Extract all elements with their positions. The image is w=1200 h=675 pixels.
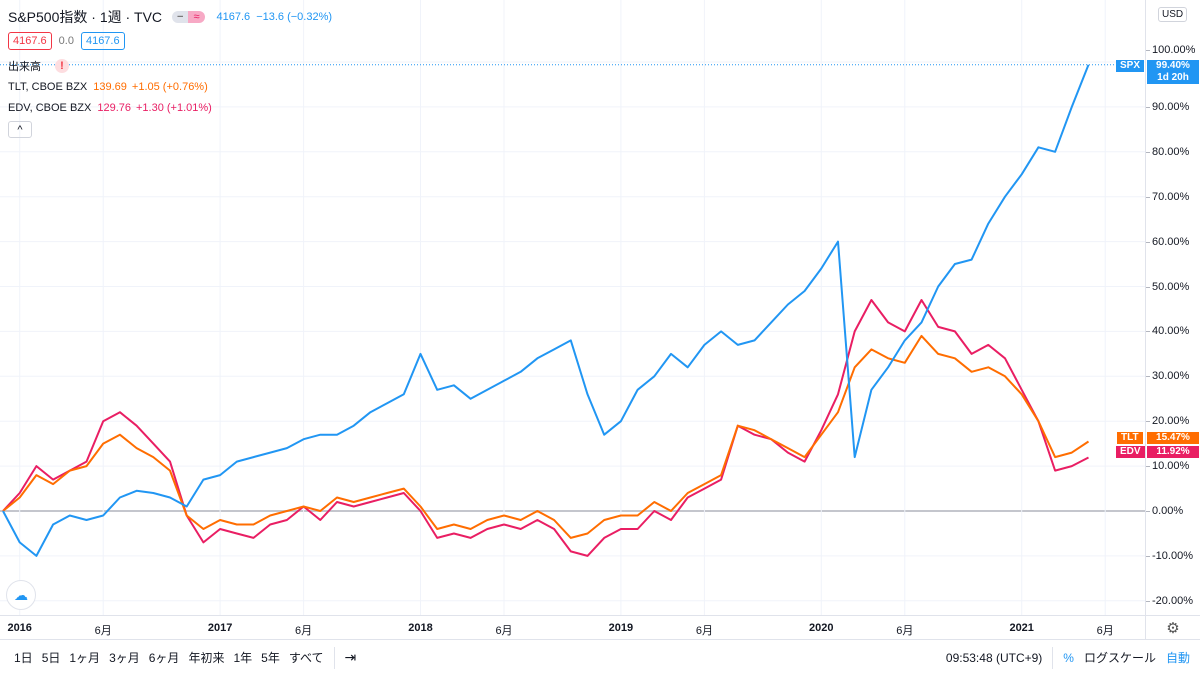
mode-toggle[interactable]: − ≈ xyxy=(172,11,205,23)
tlt-legend-name[interactable]: TLT, CBOE BZX xyxy=(8,81,88,93)
bid-box[interactable]: 4167.6 xyxy=(8,32,52,50)
y-tick-label: -20.00% xyxy=(1146,594,1193,607)
warning-icon[interactable]: ! xyxy=(55,59,69,73)
x-tick-label: 6月 xyxy=(695,625,713,637)
bar-countdown: 1d 20h xyxy=(1157,72,1189,83)
y-tick-label: 70.00% xyxy=(1145,190,1190,203)
x-tick-label: 6月 xyxy=(295,625,313,637)
spx-value: 99.40% xyxy=(1156,60,1190,71)
clock[interactable]: 09:53:48 (UTC+9) xyxy=(945,650,1043,665)
edv-legend-price: 129.76 xyxy=(97,102,131,114)
spx-series-label: SPX xyxy=(1116,60,1145,72)
divider xyxy=(1052,646,1054,669)
auto-scale-toggle[interactable]: 自動 xyxy=(1165,651,1190,665)
range-button[interactable]: 1ヶ月 xyxy=(69,651,101,665)
range-button[interactable]: 1日 xyxy=(14,651,33,665)
tradingview-logo[interactable]: ☁ xyxy=(6,580,36,610)
y-tick-label: 100.00% xyxy=(1145,44,1196,56)
last-price: 4167.6 xyxy=(216,11,251,23)
range-button[interactable]: 3ヶ月 xyxy=(109,651,140,665)
log-scale-toggle[interactable]: ログスケール xyxy=(1083,651,1156,665)
x-tick-label: 2016 xyxy=(7,622,32,634)
tlt-legend-price: 139.69 xyxy=(93,81,127,93)
x-tick-label: 2018 xyxy=(408,622,433,634)
edv-series-label: EDV xyxy=(1116,446,1145,458)
edv-series-line xyxy=(2,299,1089,557)
y-tick-label: 50.00% xyxy=(1145,280,1190,293)
x-tick-label: 6月 xyxy=(1096,625,1114,637)
tlt-price-label: 15.47% xyxy=(1147,432,1199,444)
price-change: −13.6 (−0.32%) xyxy=(256,11,333,23)
tlt-series-label: TLT xyxy=(1117,432,1143,444)
edv-legend-name[interactable]: EDV, CBOE BZX xyxy=(8,102,92,114)
range-button[interactable]: 年初来 xyxy=(188,651,225,665)
range-button[interactable]: 5日 xyxy=(41,651,61,665)
spx-price-label: 99.40% 1d 20h xyxy=(1147,60,1199,84)
tlt-series-line xyxy=(2,334,1090,539)
spx-series-line xyxy=(2,64,1090,557)
x-tick-label: 6月 xyxy=(94,625,112,637)
x-tick-label: 2020 xyxy=(809,622,834,634)
divider xyxy=(333,646,335,669)
approx-icon[interactable]: ≈ xyxy=(188,11,205,23)
edv-price-label: 11.92% xyxy=(1147,446,1199,458)
range-button[interactable]: 1年 xyxy=(233,651,253,665)
minus-icon[interactable]: − xyxy=(172,11,189,23)
edv-legend-change: +1.30 (+1.01%) xyxy=(136,102,212,114)
tlt-legend-change: +1.05 (+0.76%) xyxy=(131,81,208,93)
y-tick-label: 60.00% xyxy=(1145,235,1190,248)
price-axis[interactable]: -20.00% -10.00% 0.00% 10.00% 20.00% 30.00% 40.… xyxy=(1145,0,1200,615)
y-tick-label: 40.00% xyxy=(1145,325,1190,338)
x-tick-label: 2021 xyxy=(1009,622,1034,634)
goto-date-icon[interactable]: ⇥ xyxy=(344,649,357,665)
x-tick-label: 2017 xyxy=(207,622,233,634)
y-tick-label: 20.00% xyxy=(1145,415,1190,428)
y-tick-label: 10.00% xyxy=(1145,460,1190,473)
time-axis[interactable]: 2016 6月 2017 6月 2018 6月 2019 6月 2020 6月 2021 6月 xyxy=(0,615,1200,640)
x-tick-label: 6月 xyxy=(896,625,914,637)
volume-label: 出来高 xyxy=(8,61,41,73)
range-button[interactable]: すべて xyxy=(288,651,324,665)
percent-scale-toggle[interactable]: % xyxy=(1063,650,1074,665)
bottom-toolbar: 1日 5日 1ヶ月 3ヶ月 6ヶ月 年初来 1年 5年 すべて ⇥ 09:53:48 (UTC+… xyxy=(0,640,1200,675)
collapse-legend-button[interactable]: ^ xyxy=(8,121,32,138)
y-tick-label: 0.00% xyxy=(1145,505,1184,517)
currency-button[interactable]: USD xyxy=(1158,7,1188,22)
range-button[interactable]: 5年 xyxy=(261,651,280,665)
ask-box[interactable]: 4167.6 xyxy=(80,32,125,50)
spread: 0.0 xyxy=(58,35,74,47)
symbol-title[interactable]: S&P500指数 · 1週 · TVC xyxy=(8,9,163,25)
x-tick-label: 2019 xyxy=(608,622,634,634)
y-tick-label: 30.00% xyxy=(1145,370,1190,383)
range-buttons: 1日 5日 1ヶ月 3ヶ月 6ヶ月 年初来 1年 5年 すべて xyxy=(5,649,324,666)
y-tick-label: -10.00% xyxy=(1146,549,1193,562)
chart-plot-area[interactable] xyxy=(0,0,1145,615)
settings-gear-icon[interactable]: ⚙ xyxy=(1145,615,1200,640)
x-tick-label: 6月 xyxy=(495,625,513,637)
range-button[interactable]: 6ヶ月 xyxy=(148,651,180,665)
y-tick-label: 80.00% xyxy=(1145,145,1190,158)
y-tick-label: 90.00% xyxy=(1145,100,1190,113)
